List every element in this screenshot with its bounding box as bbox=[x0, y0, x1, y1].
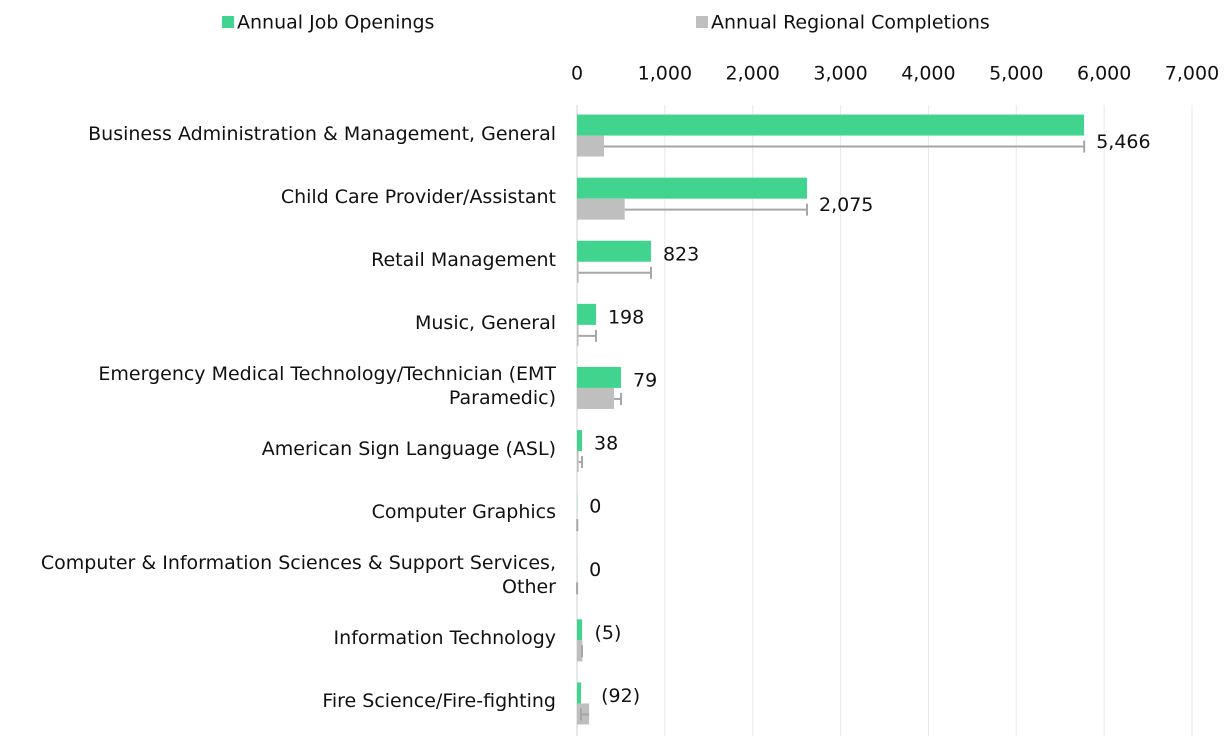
legend-label: Annual Regional Completions bbox=[711, 12, 990, 34]
error-bar bbox=[603, 140, 1086, 153]
x-tick-label: 4,000 bbox=[901, 63, 955, 85]
error-bar bbox=[578, 456, 584, 469]
y-tick-label: Information Technology bbox=[333, 627, 556, 650]
x-tick-label: 0 bbox=[571, 63, 583, 85]
bar bbox=[577, 366, 622, 388]
y-tick-label: Business Administration & Management, Ge… bbox=[88, 122, 556, 145]
x-tick-label: 2,000 bbox=[726, 63, 780, 85]
data-label: 79 bbox=[633, 369, 657, 391]
bar bbox=[577, 430, 583, 452]
data-label: 0 bbox=[589, 496, 601, 518]
data-label: 5,466 bbox=[1096, 131, 1150, 153]
data-label: 2,075 bbox=[819, 194, 873, 216]
error-bar bbox=[578, 329, 597, 342]
y-tick-label: American Sign Language (ASL) bbox=[261, 438, 556, 461]
bar bbox=[577, 451, 579, 473]
y-tick-label: Retail Management bbox=[371, 248, 556, 271]
bar bbox=[577, 682, 582, 704]
y-tick-label: Computer & Information Sciences & Suppor… bbox=[40, 552, 556, 599]
y-tick-label: Music, General bbox=[414, 311, 556, 334]
x-tick-label: 7,000 bbox=[1165, 63, 1219, 85]
bar bbox=[577, 303, 596, 325]
bar bbox=[577, 114, 1085, 136]
x-tick-label: 5,000 bbox=[989, 63, 1043, 85]
data-label: 823 bbox=[663, 243, 699, 265]
error-bar bbox=[624, 203, 809, 216]
error-bar bbox=[578, 266, 652, 279]
x-tick-label: 3,000 bbox=[813, 63, 867, 85]
data-label: 198 bbox=[608, 306, 644, 328]
bar bbox=[577, 324, 579, 346]
bar bbox=[577, 135, 604, 157]
bar bbox=[577, 619, 583, 641]
bar bbox=[577, 177, 808, 199]
legend-swatch bbox=[696, 16, 708, 28]
bar bbox=[577, 261, 579, 283]
x-tick-label: 1,000 bbox=[638, 63, 692, 85]
bar bbox=[577, 240, 651, 262]
legend-label: Annual Job Openings bbox=[237, 12, 434, 34]
error-bar bbox=[614, 392, 623, 405]
legend-swatch bbox=[222, 16, 234, 28]
data-label: 0 bbox=[589, 559, 601, 581]
y-tick-label: Emergency Medical Technology/Technician … bbox=[98, 362, 556, 409]
bar bbox=[577, 640, 583, 662]
error-bar bbox=[580, 708, 590, 721]
data-label: 38 bbox=[594, 433, 618, 455]
bar bbox=[577, 387, 615, 409]
y-tick-label: Child Care Provider/Assistant bbox=[280, 185, 556, 208]
y-tick-label: Computer Graphics bbox=[371, 501, 556, 524]
bar bbox=[577, 198, 625, 220]
x-tick-label: 6,000 bbox=[1077, 63, 1131, 85]
data-label: (5) bbox=[594, 622, 621, 644]
y-tick-label: Fire Science/Fire-fighting bbox=[322, 690, 556, 713]
data-label: (92) bbox=[601, 685, 640, 707]
